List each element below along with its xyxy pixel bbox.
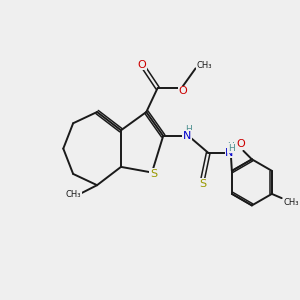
Text: O: O — [138, 60, 146, 70]
Text: H: H — [228, 143, 235, 152]
Text: O: O — [236, 140, 245, 149]
Text: CH₃: CH₃ — [284, 198, 299, 207]
Text: O: O — [178, 86, 187, 97]
Text: N: N — [225, 148, 233, 158]
Text: S: S — [150, 169, 157, 179]
Text: methyl: methyl — [73, 195, 78, 196]
Text: N: N — [183, 131, 191, 141]
Text: CH₃: CH₃ — [196, 61, 212, 70]
Text: H: H — [185, 125, 192, 134]
Text: CH₃: CH₃ — [66, 190, 81, 199]
Text: S: S — [199, 179, 206, 189]
Text: H: H — [227, 142, 234, 151]
